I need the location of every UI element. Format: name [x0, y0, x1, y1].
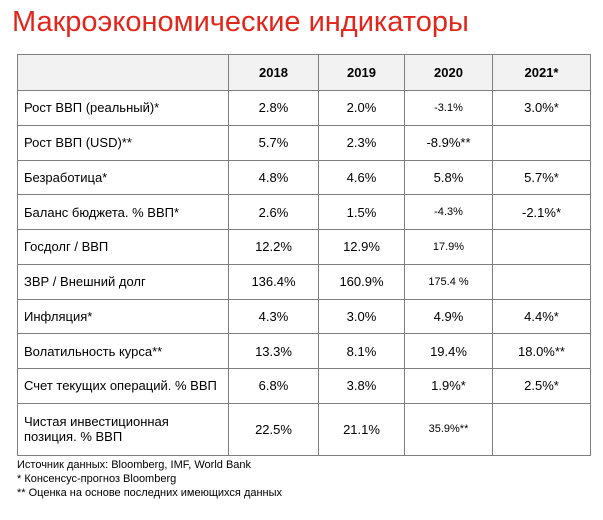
footnote-source: Источник данных: Bloomberg, IMF, World B… [17, 459, 252, 471]
value-cell-2019: 12.9% [318, 229, 405, 265]
table-row: Волатильность курса** 13.3% 8.1% 19.4% 18.0%… [17, 333, 591, 369]
value-cell-2018: 136.4% [228, 263, 319, 300]
footnotes: Источник данных: Bloomberg, IMF, World B… [17, 458, 282, 500]
value-cell-2018: 4.8% [228, 159, 319, 196]
value-cell-2021: 18.0%** [492, 333, 591, 369]
table-row: Чистая инвестиционная позиция. % ВВП 22.5… [17, 402, 591, 457]
value-cell-2019: 3.0% [318, 298, 405, 335]
value-cell-2019: 160.9% [318, 263, 405, 300]
value-cell-2021 [492, 124, 591, 161]
value-cell-2018: 2.8% [228, 90, 319, 126]
value-cell-2021: 3.0%* [492, 90, 591, 126]
value-cell-2018: 6.8% [228, 368, 319, 404]
row-label: Чистая инвестиционная позиция. % ВВП [17, 402, 229, 457]
table-row: Баланс бюджета. % ВВП* 2.6% 1.5% -4.3% -2.1%… [17, 194, 591, 230]
table-header-row: 2018 2019 2020 2021* [17, 54, 591, 91]
value-cell-2020: 19.4% [404, 333, 493, 369]
value-cell-2021 [492, 229, 591, 265]
value-cell-2018: 4.3% [228, 298, 319, 335]
value-cell-2018: 22.5% [228, 402, 319, 457]
row-label: Волатильность курса** [17, 333, 229, 369]
value-cell-2020: -3.1% [404, 90, 493, 126]
header-cell-2019: 2019 [318, 54, 405, 91]
row-label: ЗВР / Внешний долг [17, 263, 229, 300]
value-cell-2020: 1.9%* [404, 368, 493, 404]
row-label: Баланс бюджета. % ВВП* [17, 194, 229, 230]
row-label: Рост ВВП (реальный)* [17, 90, 229, 126]
value-cell-2020: 4.9% [404, 298, 493, 335]
value-cell-2021: 4.4%* [492, 298, 591, 335]
row-label: Рост ВВП (USD)** [17, 124, 229, 161]
value-cell-2019: 2.0% [318, 90, 405, 126]
footnote-consensus: * Консенсус-прогноз Bloomberg [17, 473, 177, 485]
row-label: Счет текущих операций. % ВВП [17, 368, 229, 404]
value-cell-2019: 21.1% [318, 402, 405, 457]
value-cell-2019: 2.3% [318, 124, 405, 161]
value-cell-2018: 13.3% [228, 333, 319, 369]
value-cell-2021: 2.5%* [492, 368, 591, 404]
table-row: Инфляция* 4.3% 3.0% 4.9% 4.4%* [17, 298, 591, 335]
value-cell-2019: 8.1% [318, 333, 405, 369]
header-cell-indicator [17, 54, 229, 91]
table-row: Госдолг / ВВП 12.2% 12.9% 17.9% [17, 229, 591, 265]
value-cell-2019: 3.8% [318, 368, 405, 404]
row-label: Госдолг / ВВП [17, 229, 229, 265]
table-body: Рост ВВП (реальный)* 2.8% 2.0% -3.1% 3.0%* Ро… [17, 90, 591, 457]
value-cell-2020: 17.9% [404, 229, 493, 265]
table-row: Счет текущих операций. % ВВП 6.8% 3.8% 1.9%… [17, 368, 591, 404]
indicators-table: 2018 2019 2020 2021* Рост ВВП (реальный)… [17, 54, 591, 457]
value-cell-2020: -8.9%** [404, 124, 493, 161]
value-cell-2020: 35.9%** [404, 402, 493, 457]
table-row: Рост ВВП (реальный)* 2.8% 2.0% -3.1% 3.0%* [17, 90, 591, 126]
value-cell-2020: 175.4 % [404, 263, 493, 300]
value-cell-2018: 2.6% [228, 194, 319, 230]
value-cell-2019: 1.5% [318, 194, 405, 230]
header-cell-2020: 2020 [404, 54, 493, 91]
value-cell-2021 [492, 263, 591, 300]
row-label: Инфляция* [17, 298, 229, 335]
table-row: Безработица* 4.8% 4.6% 5.8% 5.7%* [17, 159, 591, 196]
value-cell-2021: -2.1%* [492, 194, 591, 230]
table-row: ЗВР / Внешний долг 136.4% 160.9% 175.4 % [17, 263, 591, 300]
value-cell-2018: 12.2% [228, 229, 319, 265]
header-cell-2018: 2018 [228, 54, 319, 91]
footnote-estimate: ** Оценка на основе последних имеющихся … [17, 487, 283, 499]
value-cell-2020: -4.3% [404, 194, 493, 230]
value-cell-2021 [492, 402, 591, 457]
table-row: Рост ВВП (USD)** 5.7% 2.3% -8.9%** [17, 124, 591, 161]
value-cell-2018: 5.7% [228, 124, 319, 161]
value-cell-2019: 4.6% [318, 159, 405, 196]
header-cell-2021: 2021* [492, 54, 591, 91]
row-label: Безработица* [17, 159, 229, 196]
page-title: Макроэкономические индикаторы [12, 6, 469, 38]
value-cell-2021: 5.7%* [492, 159, 591, 196]
value-cell-2020: 5.8% [404, 159, 493, 196]
